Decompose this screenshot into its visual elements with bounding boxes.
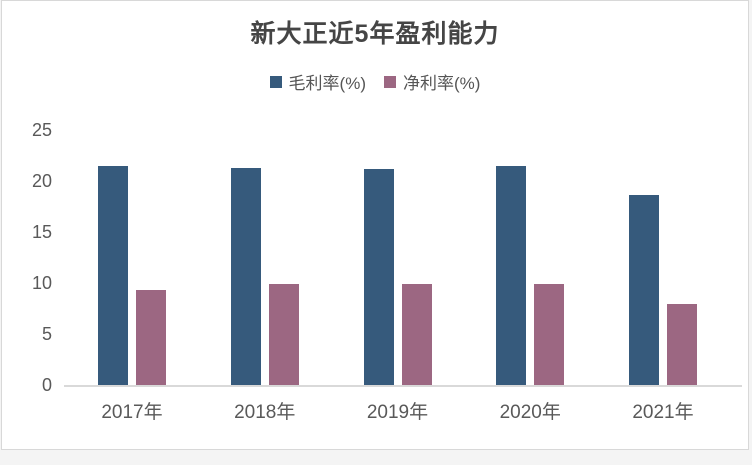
legend: 毛利率(%) 净利率(%) <box>2 69 748 94</box>
y-axis-tick-label: 20 <box>31 170 52 191</box>
x-axis-label: 2018年 <box>234 402 296 423</box>
y-axis-tick-label: 0 <box>41 375 52 395</box>
legend-label: 净利率(%) <box>403 74 481 93</box>
bar-gross-margin-2018年 <box>230 168 261 385</box>
bar-net-margin-2018年 <box>268 283 299 385</box>
x-axis-label: 2020年 <box>499 402 561 423</box>
y-axis-tick-label: 10 <box>31 272 52 293</box>
bar-gross-margin-2017年 <box>98 166 128 385</box>
legend-item-gross-margin: 毛利率(%) <box>269 69 366 94</box>
y-axis-tick-label: 25 <box>31 119 52 140</box>
x-axis-label: 2019年 <box>366 402 429 423</box>
bar-net-margin-2021年 <box>667 304 697 385</box>
chart-card: 新大正近5年盈利能力 毛利率(%) 净利率(%) 0 5 10 15 20 25 2017年 2… <box>1 0 749 450</box>
chart-title: 新大正近5年盈利能力 <box>250 20 500 48</box>
legend-item-net-margin: 净利率(%) <box>384 69 480 94</box>
x-axis-label: 2021年 <box>632 402 694 423</box>
plot-area: 0 5 10 15 20 25 2017年 2018年 2019年 2020年 2021年 <box>2 1 748 449</box>
bar-gross-margin-2020年 <box>496 166 527 385</box>
legend-label: 毛利率(%) <box>288 74 366 93</box>
y-axis-tick-label: 15 <box>31 221 52 242</box>
bar-gross-margin-2019年 <box>363 169 394 385</box>
bar-net-margin-2020年 <box>534 283 565 385</box>
bar-net-margin-2017年 <box>136 289 166 385</box>
x-axis-line <box>64 385 742 387</box>
y-axis-tick-label: 5 <box>41 323 52 344</box>
bar-net-margin-2019年 <box>401 283 432 385</box>
x-axis-label: 2017年 <box>101 402 163 423</box>
legend-swatch-icon <box>384 75 396 88</box>
bar-gross-margin-2021年 <box>629 194 659 385</box>
legend-swatch-icon <box>269 75 282 88</box>
